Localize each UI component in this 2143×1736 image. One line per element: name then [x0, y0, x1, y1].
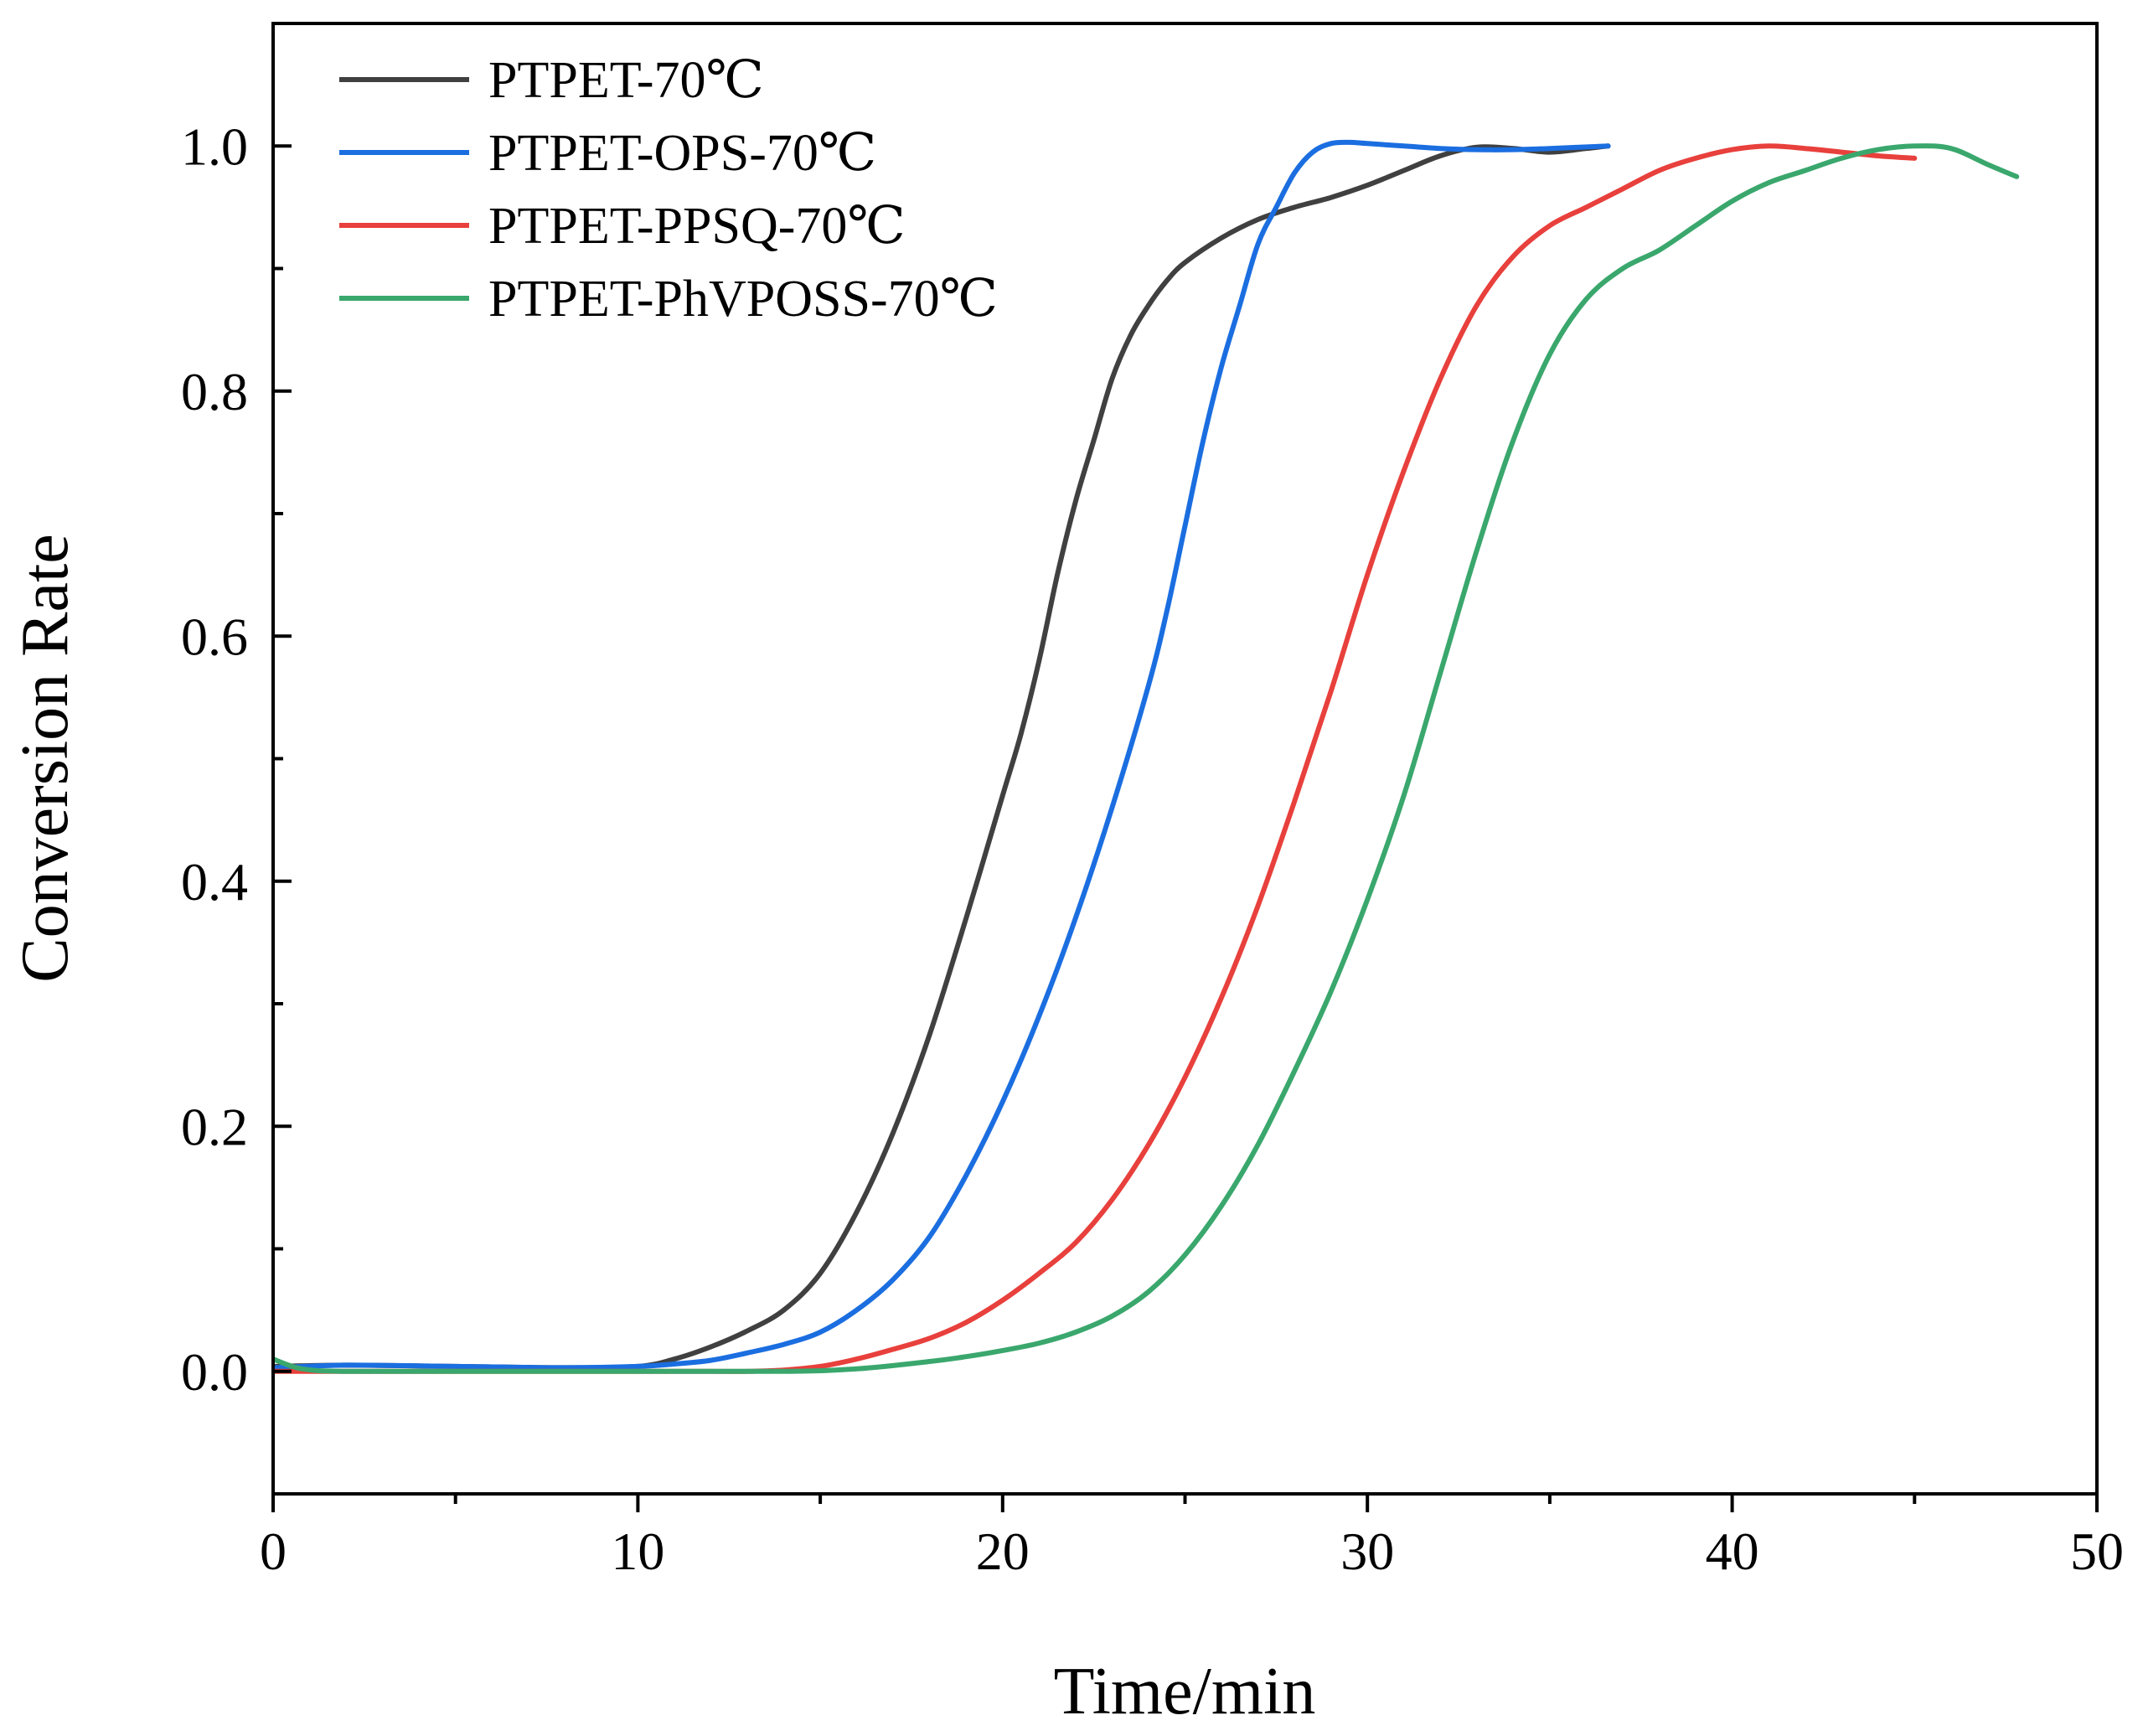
legend: PTPET-70℃ PTPET-OPS-70℃ PTPET-PPSQ-70℃ PTPE… — [339, 52, 998, 328]
x-axis-ticks: 0 10 20 30 40 50 — [260, 1494, 2124, 1581]
legend-label-2: PTPET-OPS-70℃ — [488, 125, 876, 182]
x-tick-label: 30 — [1340, 1522, 1394, 1581]
y-tick-label: 0.6 — [181, 607, 248, 666]
series-line-4 — [273, 143, 2020, 1374]
series-line-2 — [273, 139, 1611, 1371]
x-tick-label: 20 — [976, 1522, 1030, 1581]
x-axis-title: Time/min — [1054, 1655, 1316, 1728]
legend-label-3: PTPET-PPSQ-70℃ — [488, 198, 906, 255]
legend-label-1: PTPET-70℃ — [488, 52, 764, 109]
legend-label-4: PTPET-PhVPOSS-70℃ — [488, 271, 998, 328]
y-tick-label: 0.8 — [181, 362, 248, 421]
x-tick-label: 10 — [611, 1522, 664, 1581]
y-tick-label: 0.2 — [181, 1097, 248, 1156]
y-tick-label: 0.4 — [181, 852, 248, 912]
series-line-3 — [273, 143, 1918, 1374]
x-tick-label: 50 — [2070, 1522, 2124, 1581]
x-tick-label: 40 — [1706, 1522, 1759, 1581]
y-tick-label: 1.0 — [181, 116, 248, 176]
y-axis-title: Conversion Rate — [8, 534, 82, 982]
x-tick-label: 0 — [260, 1522, 287, 1581]
y-axis-ticks: 0.0 0.2 0.4 0.6 0.8 1.0 — [181, 22, 292, 1496]
series-layer — [273, 139, 2020, 1374]
y-tick-label: 0.0 — [181, 1342, 248, 1402]
series-line-1 — [273, 143, 1611, 1371]
